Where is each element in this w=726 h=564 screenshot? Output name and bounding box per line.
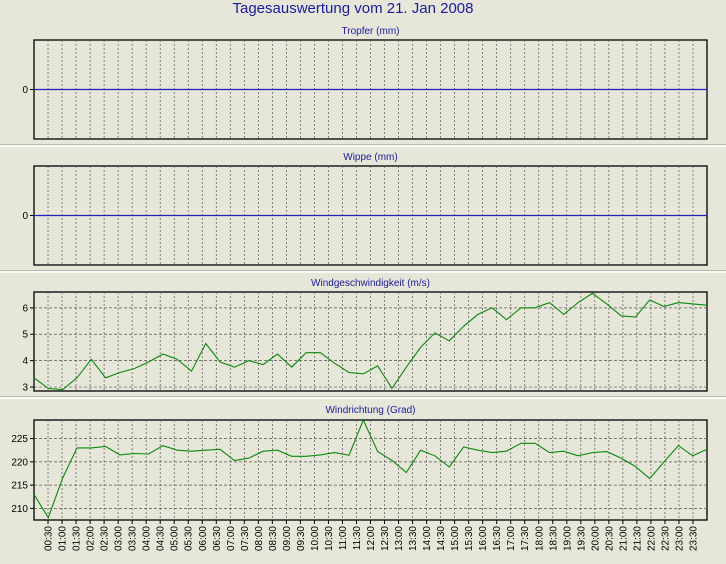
chart-panel-3: Windgeschwindigkeit (m/s) 3 4 5 6 xyxy=(0,278,726,399)
x-tick-label: 22:30 xyxy=(660,526,671,551)
chart-panel-2: Wippe (mm) 0 xyxy=(0,152,726,273)
chart-panel-4: Windrichtung (Grad) 210 215 220 225 00:30 01:0… xyxy=(11,405,708,551)
panel-title: Wippe (mm) xyxy=(343,152,397,163)
x-tick-label: 02:30 xyxy=(100,526,111,551)
y-tick-label: 220 xyxy=(11,457,28,468)
x-tick-label: 23:30 xyxy=(689,526,700,551)
x-tick-label: 04:00 xyxy=(142,526,153,551)
chart-panel-1: Tropfer (mm) 0 xyxy=(0,26,726,147)
x-tick-label: 03:00 xyxy=(114,526,125,551)
panel-title: Tropfer (mm) xyxy=(342,26,400,37)
x-tick-label: 10:00 xyxy=(310,526,321,551)
y-tick-label: 215 xyxy=(11,481,28,492)
x-tick-label: 01:30 xyxy=(72,526,83,551)
x-tick-label: 17:30 xyxy=(520,526,531,551)
y-tick-label: 0 xyxy=(22,85,28,96)
chart-panels: Tropfer (mm) 0 Wippe (mm) 0 Windgeschwindigk… xyxy=(0,26,726,551)
panel-title: Windrichtung (Grad) xyxy=(325,405,415,416)
y-tick-label: 210 xyxy=(11,504,28,515)
y-tick-label: 4 xyxy=(22,356,28,367)
x-tick-label: 18:00 xyxy=(534,526,545,551)
x-tick-label: 11:30 xyxy=(352,526,363,551)
series-line xyxy=(33,418,708,519)
x-tick-label: 12:30 xyxy=(380,526,391,551)
x-tick-label: 16:00 xyxy=(478,526,489,551)
page-title: Tagesauswertung vom 21. Jan 2008 xyxy=(233,0,474,17)
y-tick-label: 5 xyxy=(22,330,28,341)
x-tick-label: 23:00 xyxy=(675,526,686,551)
x-tick-label: 12:00 xyxy=(366,526,377,551)
y-tick-label: 225 xyxy=(11,434,28,445)
x-tick-label: 22:00 xyxy=(646,526,657,551)
x-tick-label: 13:30 xyxy=(408,526,419,551)
x-tick-label: 03:30 xyxy=(128,526,139,551)
x-tick-label: 19:30 xyxy=(576,526,587,551)
x-tick-label: 14:00 xyxy=(422,526,433,551)
x-tick-label: 05:00 xyxy=(170,526,181,551)
x-tick-label: 02:00 xyxy=(86,526,97,551)
x-tick-label: 04:30 xyxy=(156,526,167,551)
y-tick-label: 0 xyxy=(22,211,28,222)
x-tick-label: 16:30 xyxy=(492,526,503,551)
x-tick-label: 08:30 xyxy=(268,526,279,551)
x-tick-label: 17:00 xyxy=(506,526,517,551)
x-tick-label: 13:00 xyxy=(394,526,405,551)
x-tick-label: 08:00 xyxy=(254,526,265,551)
x-tick-label: 21:30 xyxy=(632,526,643,551)
x-tick-label: 20:00 xyxy=(590,526,601,551)
x-tick-label: 09:00 xyxy=(282,526,293,551)
y-tick-label: 3 xyxy=(22,383,28,394)
x-tick-label: 15:30 xyxy=(464,526,475,551)
x-tick-label: 11:00 xyxy=(338,526,349,551)
x-tick-label: 19:00 xyxy=(562,526,573,551)
x-tick-label: 06:30 xyxy=(212,526,223,551)
x-tick-label: 07:00 xyxy=(226,526,237,551)
x-tick-label: 14:30 xyxy=(436,526,447,551)
x-tick-label: 00:30 xyxy=(44,526,55,551)
x-tick-label: 15:00 xyxy=(450,526,461,551)
x-tick-label: 09:30 xyxy=(296,526,307,551)
x-tick-label: 10:30 xyxy=(324,526,335,551)
panel-title: Windgeschwindigkeit (m/s) xyxy=(311,278,430,289)
x-tick-label: 21:00 xyxy=(618,526,629,551)
y-tick-label: 6 xyxy=(22,303,28,314)
x-tick-label: 01:00 xyxy=(58,526,69,551)
series-line xyxy=(33,292,708,391)
x-tick-label: 07:30 xyxy=(240,526,251,551)
x-tick-label: 05:30 xyxy=(184,526,195,551)
x-tick-label: 06:00 xyxy=(198,526,209,551)
x-tick-label: 20:30 xyxy=(604,526,615,551)
x-tick-label: 18:30 xyxy=(548,526,559,551)
